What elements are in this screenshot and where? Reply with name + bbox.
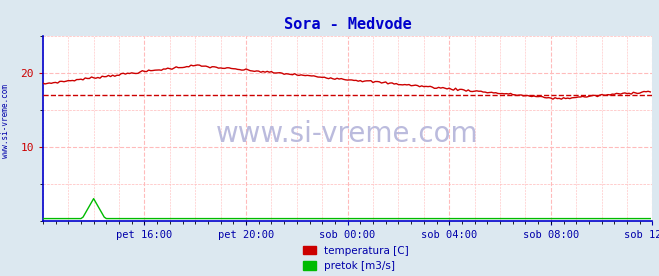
Legend: temperatura [C], pretok [m3/s]: temperatura [C], pretok [m3/s] (303, 246, 409, 271)
Text: www.si-vreme.com: www.si-vreme.com (1, 84, 10, 158)
Text: www.si-vreme.com: www.si-vreme.com (216, 120, 479, 148)
Title: Sora - Medvode: Sora - Medvode (284, 17, 411, 32)
